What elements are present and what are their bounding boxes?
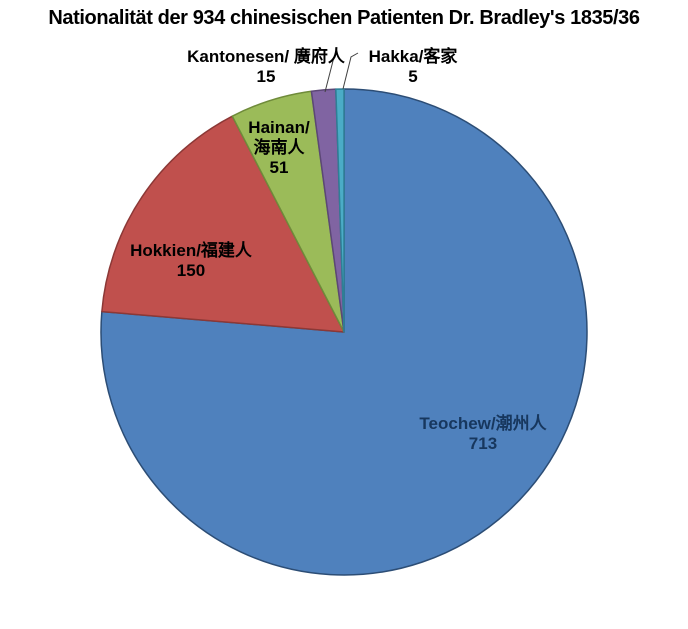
chart-title: Nationalität der 934 chinesischen Patien… — [48, 7, 640, 29]
leader-line-kantonesen — [324, 56, 335, 93]
leader-line-hakka — [342, 52, 359, 90]
pie-slice-hokkien — [101, 115, 345, 333]
pie-slice-hakka — [335, 88, 345, 333]
